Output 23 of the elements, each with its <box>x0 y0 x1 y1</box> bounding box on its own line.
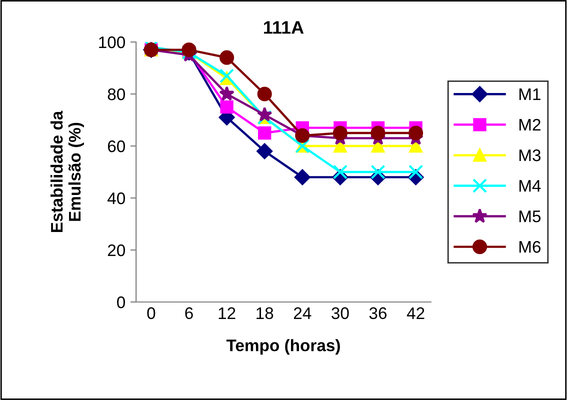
x-tick-label: 30 <box>332 307 349 320</box>
x-tick-label: 12 <box>218 307 236 319</box>
legend-label: M2 <box>519 118 540 131</box>
y-tick-label: 60 <box>108 140 126 152</box>
x-tick-label: 42 <box>406 307 424 319</box>
legend-label: M6 <box>519 241 541 253</box>
x-tick-label: 18 <box>256 307 274 320</box>
y-tick-label: 0 <box>117 296 126 308</box>
x-tick-label: 0 <box>147 307 156 320</box>
legend-label: M5 <box>519 210 541 222</box>
y-tick-label: 20 <box>108 244 126 256</box>
y-axis-title: Estabilidade da Emulsão (%) <box>50 110 84 232</box>
chart-title: 111A <box>264 21 304 34</box>
x-tick-label: 36 <box>369 307 387 320</box>
x-tick-label: 24 <box>294 307 312 319</box>
legend-label: M4 <box>519 180 541 192</box>
y-tick-label: 40 <box>108 192 126 204</box>
legend-label: M1 <box>519 88 540 100</box>
y-tick-label: 80 <box>108 88 126 100</box>
x-tick-label: 6 <box>185 307 193 320</box>
y-tick-label: 100 <box>99 36 126 48</box>
x-axis-title: Tempo (horas) <box>226 339 340 355</box>
legend-label: M3 <box>519 149 541 162</box>
